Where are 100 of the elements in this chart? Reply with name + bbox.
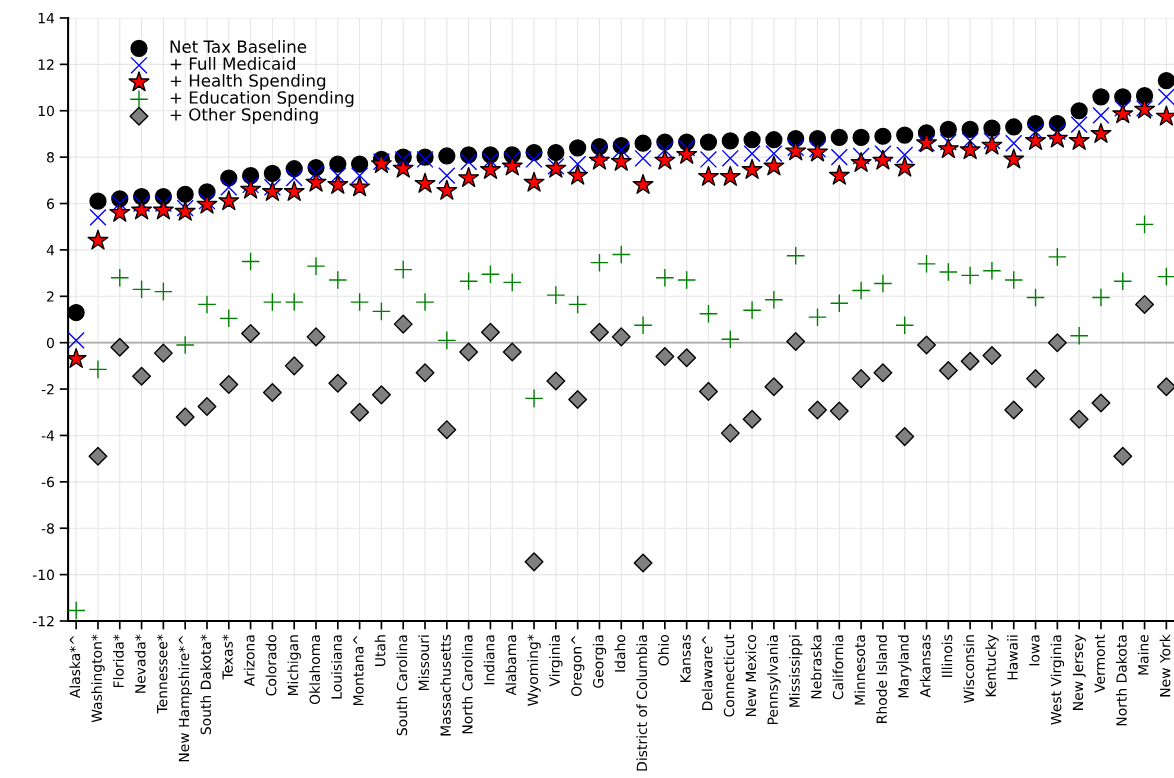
point xyxy=(460,153,478,171)
x-tick-label: Rhode Island xyxy=(876,635,887,723)
x-tick-label: Missouri xyxy=(418,635,430,691)
x-tick-label: Indiana xyxy=(483,635,495,685)
point xyxy=(438,167,456,185)
point xyxy=(1157,71,1174,90)
point xyxy=(415,292,435,312)
y-tick-label: -10 xyxy=(32,569,54,581)
point xyxy=(960,265,980,285)
point xyxy=(589,322,609,342)
x-tick-label: Michigan xyxy=(287,635,301,696)
point xyxy=(219,308,239,328)
point xyxy=(1135,214,1155,234)
y-tick-label: -6 xyxy=(41,476,55,488)
x-tick-label: Tennessee* xyxy=(156,634,168,714)
legend-label: + Education Spending xyxy=(170,90,354,108)
y-tick-label: -12 xyxy=(32,615,54,627)
point xyxy=(110,268,130,288)
point xyxy=(241,323,261,343)
point xyxy=(371,385,391,405)
x-tick-label: Arkansas xyxy=(919,634,931,698)
point xyxy=(1092,88,1110,106)
x-tick-label: Iowa xyxy=(1029,635,1040,666)
point xyxy=(896,146,914,164)
point xyxy=(525,150,543,169)
point xyxy=(786,246,806,266)
point xyxy=(546,285,566,305)
point xyxy=(634,134,652,152)
point xyxy=(503,150,521,169)
point xyxy=(307,164,325,182)
point xyxy=(88,446,108,466)
y-tick-label: -8 xyxy=(41,523,54,534)
point xyxy=(939,120,957,138)
y-tick-label: 12 xyxy=(38,59,54,70)
point xyxy=(524,388,544,408)
x-tick-label: Pennsylvania xyxy=(767,635,781,725)
x-tick-label: Vermont xyxy=(1094,634,1105,693)
point xyxy=(89,192,107,210)
x-tick-label: Minnesota xyxy=(854,635,866,705)
point xyxy=(567,164,589,185)
legend-label: Net Tax Baseline xyxy=(170,40,307,53)
point xyxy=(547,143,565,162)
point xyxy=(828,164,850,185)
x-tick-label: Nevada* xyxy=(134,634,146,693)
point xyxy=(741,158,763,179)
point xyxy=(1069,326,1089,346)
point xyxy=(939,133,957,151)
point xyxy=(480,322,500,342)
y-tick-label: -2 xyxy=(41,384,54,395)
x-tick-label: Arizona xyxy=(243,635,255,687)
x-tick-label: Kansas xyxy=(680,634,691,682)
x-tick-label: Ohio xyxy=(658,634,669,666)
point xyxy=(917,254,937,274)
point xyxy=(284,292,304,312)
x-tick-label: Oklahoma xyxy=(309,635,321,705)
point xyxy=(655,347,675,367)
x-tick-label: Virginia xyxy=(549,635,563,687)
point xyxy=(721,149,739,167)
point xyxy=(306,256,326,276)
point xyxy=(719,165,741,186)
point xyxy=(1069,409,1089,429)
point xyxy=(830,128,848,147)
point xyxy=(677,348,697,368)
point xyxy=(1092,106,1110,124)
point xyxy=(874,127,892,145)
point xyxy=(829,293,849,313)
point xyxy=(829,401,849,421)
point xyxy=(305,171,327,192)
point xyxy=(502,342,522,362)
point xyxy=(351,155,369,173)
point xyxy=(697,165,719,186)
point xyxy=(219,374,239,394)
point xyxy=(569,155,587,173)
point xyxy=(327,173,349,194)
x-tick-label: California xyxy=(832,635,844,700)
point xyxy=(937,138,959,159)
point xyxy=(218,190,240,211)
x-tick-label: Colorado xyxy=(265,634,277,696)
point xyxy=(765,145,783,163)
x-tick-label: New Mexico xyxy=(745,634,757,717)
x-tick-label: Texas* xyxy=(222,634,233,680)
point xyxy=(351,167,369,185)
point xyxy=(328,373,348,393)
y-tick-label: 14 xyxy=(38,13,55,24)
point xyxy=(981,134,1003,155)
legend-label: + Full Medicaid xyxy=(170,57,295,70)
point xyxy=(241,176,260,194)
x-tick-label: South Carolina xyxy=(396,635,408,736)
point xyxy=(241,252,261,271)
point xyxy=(110,337,130,357)
point xyxy=(1112,103,1134,124)
point xyxy=(982,345,1002,365)
point xyxy=(742,300,762,320)
point xyxy=(436,179,458,200)
x-tick-label: Connecticut xyxy=(723,634,735,717)
point xyxy=(633,553,653,573)
point xyxy=(1046,127,1068,148)
y-tick-label: -4 xyxy=(41,430,55,441)
point xyxy=(611,245,631,265)
point xyxy=(197,396,217,416)
